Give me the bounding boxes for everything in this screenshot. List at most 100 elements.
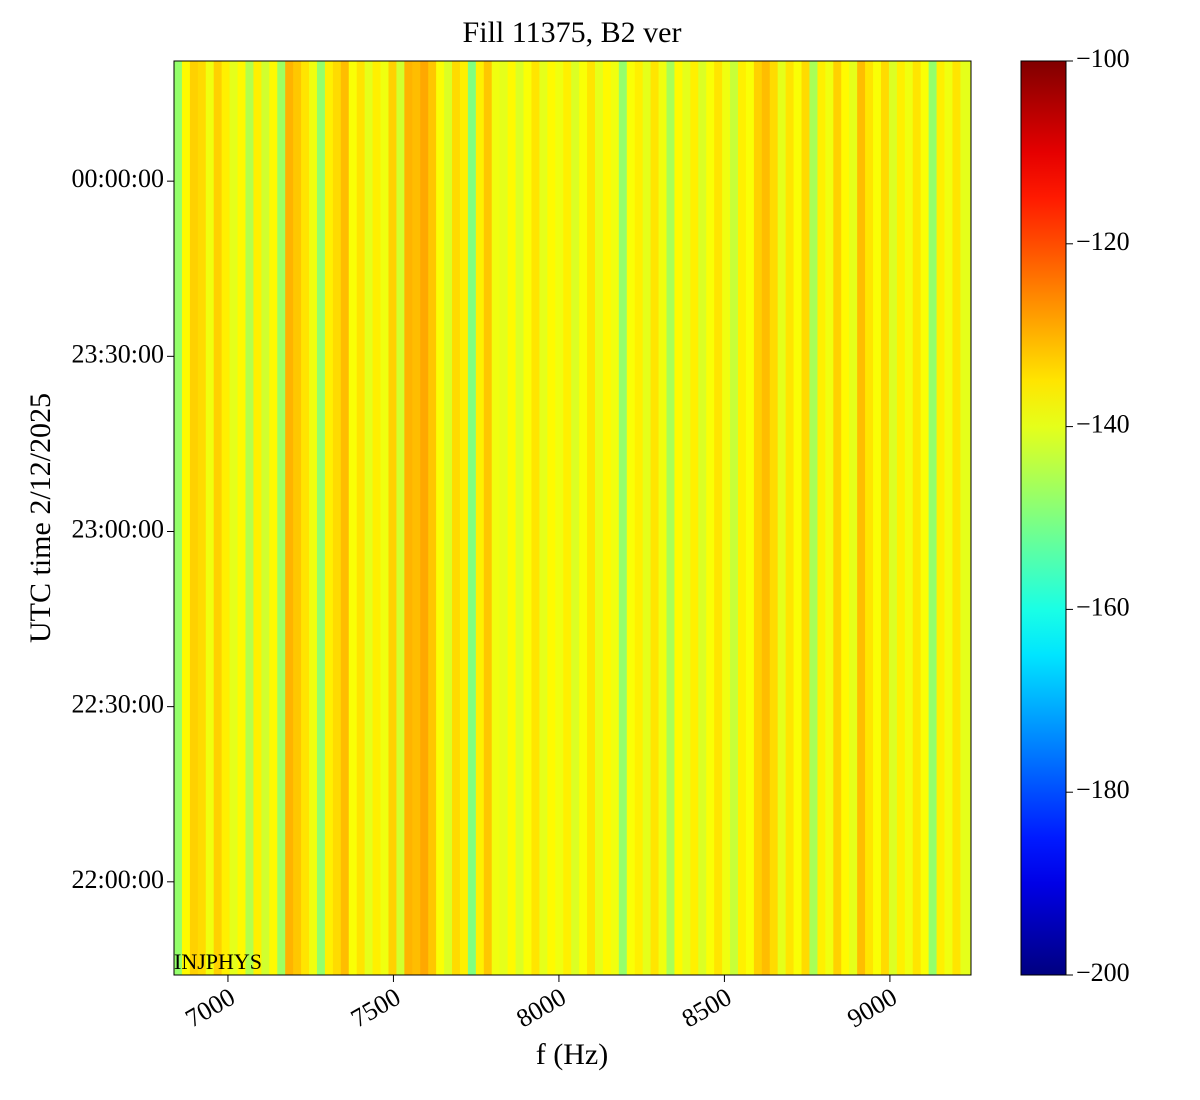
stripe <box>753 61 763 975</box>
stripe <box>396 61 405 975</box>
stripe <box>531 61 540 975</box>
stripe <box>785 61 795 975</box>
stripe <box>269 61 278 975</box>
stripe <box>539 61 548 975</box>
stripe <box>563 61 572 975</box>
stripe <box>340 61 350 975</box>
x-tick-label: 8500 <box>677 982 737 1033</box>
stripe <box>793 61 803 975</box>
stripe <box>666 61 675 975</box>
stripe <box>674 61 683 975</box>
stripe <box>332 61 342 975</box>
colorbar-tick-label: −100 <box>1076 44 1130 73</box>
stripe <box>197 61 207 975</box>
stripe <box>698 61 707 975</box>
stripe <box>730 61 739 975</box>
stripe <box>745 61 755 975</box>
stripe <box>880 61 890 975</box>
stripe <box>428 61 437 975</box>
colorbar <box>1020 60 1067 976</box>
stripe <box>595 61 604 975</box>
stripe <box>293 61 302 975</box>
stripe <box>873 61 882 975</box>
colorbar-tick-label: −200 <box>1076 958 1130 987</box>
stripe <box>888 61 898 975</box>
stripe <box>491 61 501 975</box>
stripe <box>690 61 699 975</box>
stripe <box>452 61 461 975</box>
stripe <box>587 61 596 975</box>
stripe <box>602 61 612 975</box>
stripe <box>420 61 429 975</box>
stripe <box>412 61 421 975</box>
stripe <box>737 61 747 975</box>
stripe <box>618 61 628 975</box>
stripe <box>857 61 866 975</box>
stripe <box>475 61 485 975</box>
stripe <box>722 61 731 975</box>
stripe <box>809 61 818 975</box>
y-tick-label: 22:00:00 <box>72 865 164 894</box>
stripe <box>181 61 191 975</box>
stripe <box>952 61 961 975</box>
y-tick-label: 00:00:00 <box>72 164 164 193</box>
x-tick-label: 9000 <box>842 982 902 1033</box>
stripe <box>841 61 850 975</box>
stripe <box>801 61 810 975</box>
x-tick-label: 7000 <box>180 982 240 1033</box>
colorbar-tick-label: −160 <box>1076 592 1130 621</box>
stripe <box>356 61 366 975</box>
stripe <box>960 61 972 975</box>
plot-frame <box>173 60 972 976</box>
stripe <box>865 61 874 975</box>
stripe <box>626 61 636 975</box>
stripe <box>245 61 254 975</box>
y-axis-label: UTC time 2/12/2025 <box>24 393 57 643</box>
x-tick-label: 8000 <box>511 982 571 1033</box>
stripe <box>301 61 310 975</box>
stripe <box>936 61 946 975</box>
stripe <box>706 61 715 975</box>
x-tick-label: 7500 <box>346 982 406 1033</box>
stripe <box>904 61 914 975</box>
stripe <box>404 61 413 975</box>
stripe <box>579 61 588 975</box>
annotation: INJPHYS <box>174 949 262 974</box>
y-tick-label: 23:00:00 <box>72 514 164 543</box>
x-axis-label: f (Hz) <box>536 1038 608 1071</box>
stripe <box>761 61 771 975</box>
stripe <box>213 61 223 975</box>
stripe <box>515 61 525 975</box>
stripe <box>769 61 779 975</box>
stripe <box>912 61 922 975</box>
stripe <box>253 61 262 975</box>
stripe <box>610 61 620 975</box>
stripe <box>571 61 580 975</box>
stripe <box>555 61 564 975</box>
stripe <box>833 61 842 975</box>
stripe <box>189 61 199 975</box>
stripe <box>642 61 652 975</box>
stripe <box>436 61 445 975</box>
stripe <box>459 61 469 975</box>
chart-title: Fill 11375, B2 ver <box>463 16 682 49</box>
stripe <box>928 61 938 975</box>
stripe <box>316 61 326 975</box>
stripe <box>817 61 826 975</box>
stripe <box>261 61 270 975</box>
stripe <box>523 61 532 975</box>
y-tick-label: 23:30:00 <box>72 339 164 368</box>
stripe <box>388 61 397 975</box>
stripe <box>174 61 183 975</box>
stripe <box>285 61 294 975</box>
stripe <box>714 61 723 975</box>
stripe <box>444 61 453 975</box>
stripe <box>229 61 239 975</box>
stripe <box>896 61 906 975</box>
plot-area <box>174 61 972 975</box>
stripe <box>380 61 389 975</box>
stripe <box>825 61 834 975</box>
stripe <box>309 61 318 975</box>
stripe <box>634 61 644 975</box>
